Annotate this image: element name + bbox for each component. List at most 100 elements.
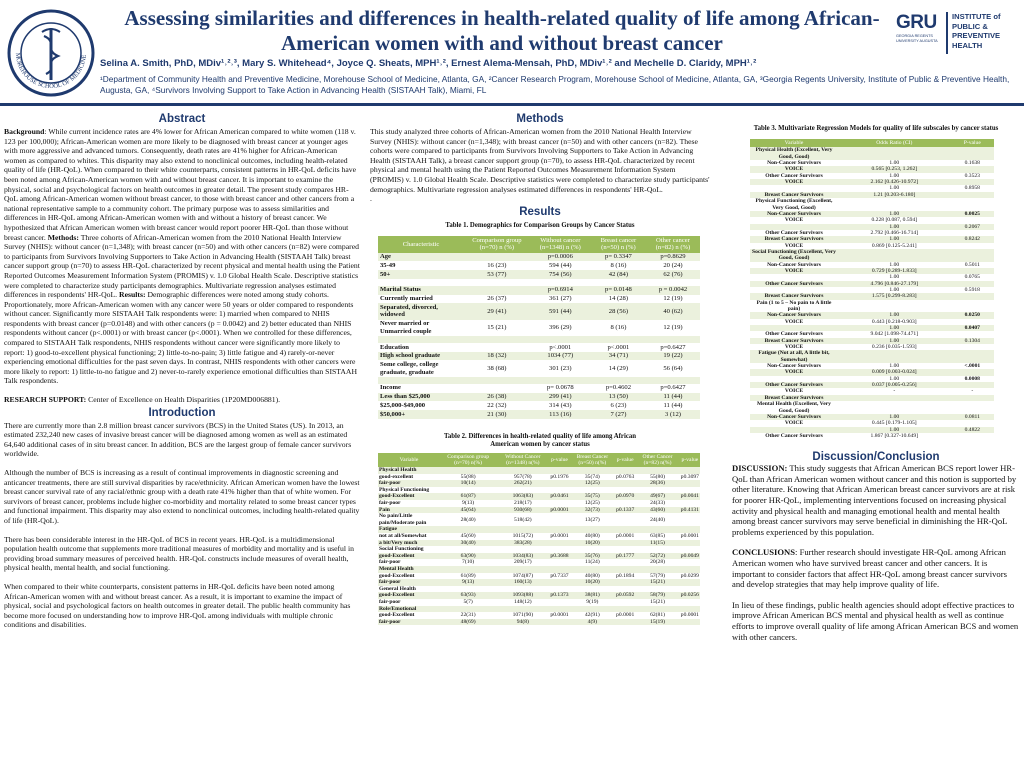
intro-paragraph: There has been considerable interest in …: [4, 534, 354, 573]
table-cell: 113 (16): [529, 410, 591, 419]
table-header-cell: Comparison group (n=70) n(%): [440, 452, 497, 468]
table-row: $50,000+ 21 (30) 113 (16) 7 (27) 3 (12): [378, 410, 700, 419]
table-cell: Breast Cancer Survivors: [750, 293, 838, 300]
table-cell: VOICE: [750, 369, 838, 376]
table-cell: 1.00: [838, 325, 951, 332]
table-cell: [680, 487, 700, 494]
table-cell: [950, 179, 994, 186]
table-cell: 930(68): [496, 506, 550, 514]
table-cell: -: [893, 388, 896, 395]
table-cell: [750, 325, 838, 332]
table-cell: 20 (24): [663, 261, 683, 269]
discussion-heading: Discussion/Conclusion: [812, 451, 940, 464]
table-cell: 1034(83): [496, 552, 550, 560]
table-cell: good-Excellent: [379, 612, 415, 619]
table-cell: 18 (32): [464, 351, 530, 361]
results-heading: Results: [519, 205, 561, 218]
table-cell: [615, 513, 635, 526]
table-cell: 0.1304: [950, 337, 994, 345]
table-cell: [750, 223, 838, 230]
table-cell: [549, 566, 570, 573]
methods-heading: Methods: [516, 113, 564, 125]
table-cell: [440, 546, 496, 553]
regression-table: Variable Odds Ratio (CI) P-value Physical H…: [750, 139, 994, 439]
table-header-cell: Other cancer (n=82) n (%): [645, 235, 700, 253]
table-row: Pain 45(64) 930(68) p0.0001 32(73) p0.1337 43(…: [378, 506, 700, 514]
table-row: Income p= 0.0678 p=0.4602 p=0.6427: [378, 384, 700, 393]
table-cell: 1.00: [838, 236, 951, 243]
table-cell: 22(31): [460, 612, 476, 619]
table-cell: p0.3097: [680, 473, 699, 480]
table-row: good-Excellent 63(93) 1093(88) p0.1373 38(81…: [378, 592, 700, 599]
table-row: fair-poor 7(10) 209(17) 11(24) 20(28): [378, 559, 700, 566]
table-cell: 754 (56): [529, 270, 591, 279]
table-cell: [549, 539, 570, 547]
table-cell: 35(74): [584, 473, 600, 480]
table-cell: 0.236 [0.035-1.593]: [871, 344, 917, 351]
table-cell: 262(21): [496, 480, 550, 487]
table-cell: [615, 618, 636, 626]
table-row: 1.00 0.4822: [750, 426, 994, 433]
table-cell: 15(21): [650, 598, 665, 605]
methods-text: This study analyzed three cohorts of Afr…: [370, 127, 710, 194]
table-row: VOICE 0.869 [0.125-5.241]: [750, 243, 994, 249]
table-cell: [496, 546, 549, 553]
table-cell: 0.443 [0.218-0.903]: [871, 318, 917, 325]
table-cell: good-Excellent: [378, 493, 440, 501]
table-row: good-Excellent 61(89) 1074(87) p0.7337 40(80…: [378, 573, 700, 580]
intro-paragraph: Although the number of BCS is increasing…: [4, 468, 360, 525]
table-cell: 15 (21): [487, 324, 507, 332]
table-cell: 0.565 [0.253, 1.262]: [838, 166, 951, 173]
table-cell: Non-Cancer Survivors: [767, 261, 821, 268]
table-cell: [549, 579, 570, 586]
table-cell: 0.8958: [964, 185, 980, 192]
table-cell: [529, 336, 591, 344]
table-cell: 218(17): [513, 500, 532, 507]
table-cell: p0.4131: [679, 506, 700, 514]
table-cell: Non-Cancer Survivors: [767, 363, 821, 370]
table-cell: 8 (16): [610, 324, 627, 332]
table-cell: Age: [378, 252, 464, 262]
table-row: Physical Health: [378, 467, 700, 474]
table-cell: 383(28): [496, 539, 550, 547]
table-cell: [679, 566, 700, 573]
abstract-heading: Abstract: [158, 113, 206, 125]
table-cell: p0.0001: [616, 612, 635, 619]
table-cell: 28 (56): [590, 303, 646, 320]
table-row: Non-Cancer Survivors 1.00 0.0811: [750, 413, 994, 421]
table-cell: [679, 539, 700, 547]
table-row: 1.00 0.0008: [750, 376, 994, 382]
table-cell: [440, 467, 497, 474]
table-cell: not at all/Somewhat: [379, 533, 427, 540]
table-cell: p=0.0006: [529, 252, 591, 262]
table-cell: p = 0.0042: [645, 285, 700, 295]
table-row: Other Cancer Survivors 1.867 [0.327-10.64…: [750, 433, 994, 439]
table-cell: [378, 279, 464, 286]
table-cell: 42 (84): [590, 270, 646, 279]
table-cell: 38 (68): [487, 364, 507, 372]
table-row: [378, 336, 700, 344]
table-cell: [570, 546, 615, 553]
table-cell: Other Cancer Survivors: [750, 382, 838, 389]
table-cell: 160(13): [496, 579, 550, 586]
table-cell: [549, 546, 569, 553]
table-cell: General Health: [379, 585, 416, 592]
table-cell: p0.3688: [549, 552, 570, 560]
table-cell: Mental Health (Excellent, Very Good, Goo…: [757, 401, 831, 414]
table-cell: [679, 480, 700, 487]
table-header-cell: Variable: [750, 139, 838, 148]
table-cell: [464, 279, 530, 286]
table-header-cell: Other Cancer (n=82) n(%): [635, 452, 680, 468]
table-header-row: Variable Comparison group (n=70) n(%) With…: [378, 452, 700, 468]
table-cell: 94(8): [496, 618, 550, 626]
table3-caption: Table 3. Multivariate Regression Models …: [753, 125, 999, 132]
table-cell: $50,000+: [378, 410, 464, 419]
table-cell: Fatigue (Not at all, A little bit, Somew…: [750, 350, 838, 364]
table-cell: [615, 559, 635, 566]
table-cell: [950, 382, 994, 389]
table-cell: [569, 566, 616, 573]
table-cell: [615, 539, 636, 547]
column-left: Abstract Background: While current incid…: [4, 113, 360, 630]
table-cell: [530, 279, 591, 286]
table-cell: 11(15): [635, 539, 680, 547]
